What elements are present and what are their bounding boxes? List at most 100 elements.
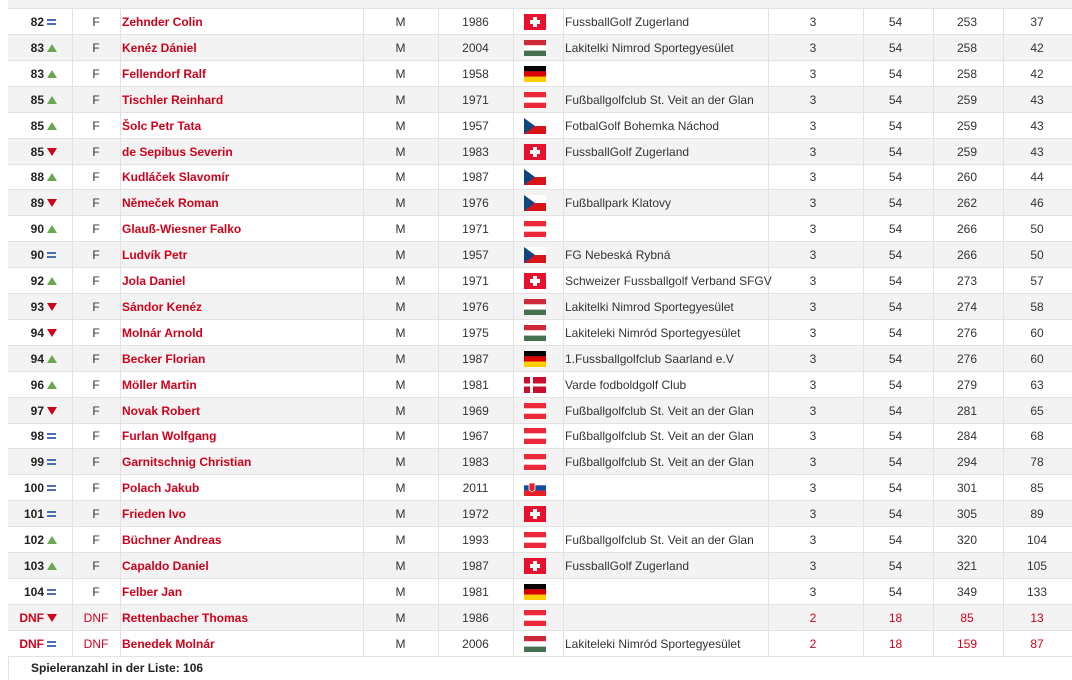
- flag-part: [524, 71, 546, 77]
- club: FussballGolf Zugerland: [565, 558, 690, 573]
- column-separator: [363, 578, 364, 605]
- flag-part: [524, 594, 546, 600]
- gender: M: [395, 92, 406, 107]
- column-separator: [1003, 86, 1004, 113]
- column-separator: [120, 319, 121, 346]
- trend-shape: [47, 19, 56, 21]
- rank: 94: [30, 351, 44, 366]
- player-name: de Sepibus Severin: [122, 144, 233, 159]
- flag: [524, 39, 546, 56]
- column-separator: [120, 112, 121, 139]
- trend-shape: [47, 121, 57, 130]
- over-par: 63: [1030, 377, 1044, 392]
- column-separator: [1003, 138, 1004, 165]
- gender: M: [395, 15, 406, 29]
- rank: 104: [23, 584, 44, 599]
- column-separator: [863, 86, 864, 113]
- column-separator: [72, 630, 73, 657]
- score: 253: [956, 15, 978, 29]
- column-separator: [1003, 34, 1004, 61]
- column-separator: [513, 216, 514, 243]
- club: FussballGolf Zugerland: [565, 15, 690, 29]
- trend-shape: [47, 433, 56, 436]
- column-separator: [563, 578, 564, 605]
- column-separator: [863, 112, 864, 139]
- flag-part: [524, 65, 546, 72]
- column-separator: [933, 34, 934, 61]
- column-separator: [72, 34, 73, 61]
- trend-icon: [47, 95, 57, 104]
- column-separator: [768, 34, 769, 61]
- holes: 54: [888, 222, 903, 237]
- score: 260: [956, 170, 978, 185]
- rank: DNF: [19, 636, 44, 651]
- over-par: 133: [1026, 584, 1048, 599]
- player-name: Polach Jakub: [122, 481, 200, 496]
- score: 301: [956, 481, 978, 496]
- rank: 96: [30, 377, 44, 392]
- holes: 54: [888, 299, 903, 314]
- flag-part: [524, 459, 546, 465]
- column-separator: [863, 34, 864, 61]
- rank: 85: [30, 92, 44, 107]
- table-row: 83 F Fellendorf Ralf M 1958 3 54 258 42: [8, 60, 1072, 87]
- rounds: 3: [809, 351, 817, 366]
- flag-part: [524, 169, 546, 178]
- rounds: 3: [809, 299, 817, 314]
- rounds: 3: [809, 222, 817, 237]
- flag: [524, 454, 546, 471]
- flag: [524, 583, 546, 600]
- column-separator: [933, 138, 934, 165]
- player-name: Molnár Arnold: [122, 325, 203, 340]
- gender: M: [395, 610, 406, 625]
- trend-icon: [47, 121, 57, 130]
- column-separator: [72, 423, 73, 450]
- gender: M: [395, 40, 406, 55]
- player-name: Becker Florian: [122, 351, 206, 366]
- score: 266: [956, 248, 978, 263]
- flag: [524, 65, 546, 82]
- column-separator: [863, 475, 864, 502]
- column-separator: [563, 449, 564, 476]
- birth-year: 1972: [462, 507, 489, 522]
- column-separator: [120, 501, 121, 528]
- column-separator: [363, 164, 364, 191]
- trend-shape: [47, 328, 57, 337]
- flag: [524, 532, 546, 548]
- column-separator: [120, 630, 121, 657]
- column-separator: [120, 268, 121, 294]
- trend-shape: [47, 302, 57, 311]
- trend-shape: [47, 485, 56, 488]
- column-separator: [768, 9, 769, 35]
- trend-icon: [47, 69, 57, 78]
- flag-part: [524, 309, 546, 315]
- birth-year: 1971: [462, 92, 489, 107]
- column-separator: [363, 60, 364, 87]
- holes: 54: [888, 15, 903, 29]
- column-separator: [563, 112, 564, 139]
- birth-year: 1976: [462, 299, 489, 314]
- rounds: 3: [809, 196, 817, 211]
- rounds: 3: [809, 40, 817, 55]
- club: 1.Fussballgolfclub Saarland e.V: [565, 351, 734, 366]
- birth-year: 1957: [462, 248, 489, 263]
- column-separator: [120, 552, 121, 579]
- column-separator: [513, 527, 514, 553]
- column-separator: [438, 475, 439, 502]
- column-separator: [72, 319, 73, 346]
- column-separator: [1003, 319, 1004, 346]
- column-separator: [863, 293, 864, 320]
- column-separator: [933, 345, 934, 372]
- over-par: 60: [1030, 351, 1044, 366]
- birth-year: 2004: [462, 40, 489, 55]
- trend-shape: [47, 252, 56, 255]
- column-separator: [438, 449, 439, 476]
- holes: 54: [888, 481, 903, 496]
- column-separator: [363, 371, 364, 398]
- rounds: 3: [809, 481, 817, 496]
- over-par: 43: [1030, 92, 1044, 107]
- column-separator: [363, 319, 364, 346]
- player-name: Kudláček Slavomír: [122, 170, 230, 185]
- column-separator: [363, 527, 364, 553]
- column-separator: [933, 112, 934, 139]
